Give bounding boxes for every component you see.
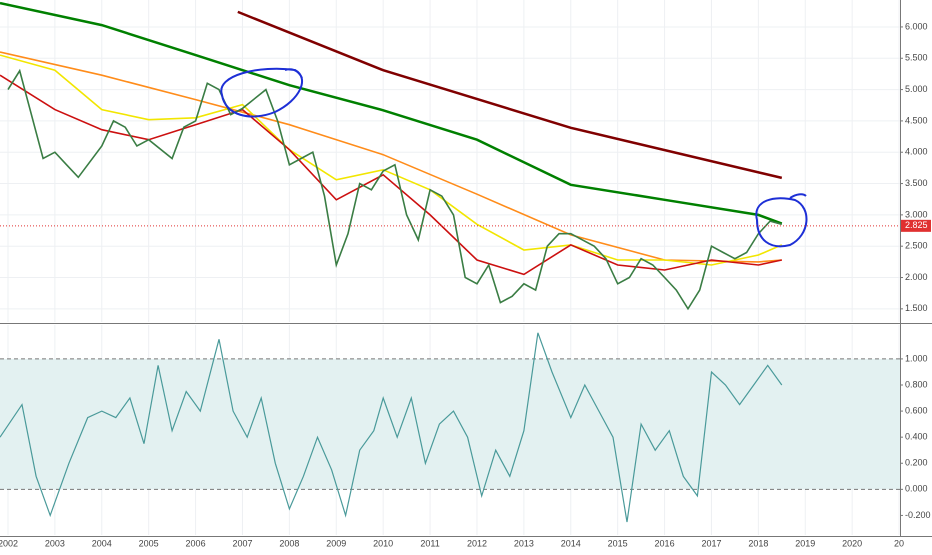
x-tick-label: 20 — [894, 538, 904, 548]
x-tick-label: 2015 — [608, 538, 628, 548]
x-tick-label: 2003 — [45, 538, 65, 548]
y-tick-label: 4.000 — [905, 147, 928, 157]
series-line — [0, 54, 783, 266]
series-line — [0, 74, 782, 276]
x-tick-label: 2005 — [139, 538, 159, 548]
x-tick-label: 2004 — [92, 538, 112, 548]
x-tick-label: 2013 — [514, 538, 534, 548]
y-tick-label: 2.500 — [905, 241, 928, 251]
x-tick-label: 2017 — [701, 538, 721, 548]
annotation-circle — [755, 193, 808, 248]
y-tick-label: -0.200 — [905, 510, 931, 520]
y-tick-label: 5.000 — [905, 84, 928, 94]
x-tick-label: 2012 — [467, 538, 487, 548]
x-tick-label: 2019 — [795, 538, 815, 548]
y-tick-label: 0.600 — [905, 405, 928, 415]
last-price-label: 2.825 — [905, 220, 928, 230]
y-tick-label: 0.000 — [905, 484, 928, 494]
y-tick-label: 6.000 — [905, 21, 928, 31]
x-tick-label: 2016 — [655, 538, 675, 548]
x-tick-label: 2020 — [842, 538, 862, 548]
last-price-tag — [901, 219, 931, 232]
y-tick-label: 1.500 — [905, 303, 928, 313]
y-tick-label: 3.500 — [905, 178, 928, 188]
y-tick-label: 5.500 — [905, 53, 928, 63]
x-tick-label: 2018 — [748, 538, 768, 548]
y-tick-label: 0.200 — [905, 458, 928, 468]
y-tick-label: 3.000 — [905, 209, 928, 219]
annotation-circle — [220, 67, 304, 118]
x-tick-label: 2007 — [232, 538, 252, 548]
x-tick-label: 2011 — [420, 538, 439, 548]
x-tick-label: 2008 — [279, 538, 299, 548]
x-tick-label: 2002 — [0, 538, 18, 548]
x-tick-label: 2010 — [373, 538, 393, 548]
band-fill — [0, 358, 900, 490]
x-tick-label: 2014 — [561, 538, 581, 548]
y-tick-label: 4.500 — [905, 115, 928, 125]
series-line — [0, 1, 783, 225]
y-tick-label: 1.000 — [905, 353, 928, 363]
series-line — [7, 68, 783, 311]
series-line — [237, 10, 783, 180]
x-tick-label: 2006 — [186, 538, 206, 548]
x-tick-label: 2009 — [326, 538, 346, 548]
y-tick-label: 0.800 — [905, 379, 928, 389]
oscillator-line — [0, 332, 783, 523]
y-tick-label: 2.000 — [905, 272, 928, 282]
y-tick-label: 0.400 — [905, 432, 928, 442]
series-line — [0, 51, 782, 263]
